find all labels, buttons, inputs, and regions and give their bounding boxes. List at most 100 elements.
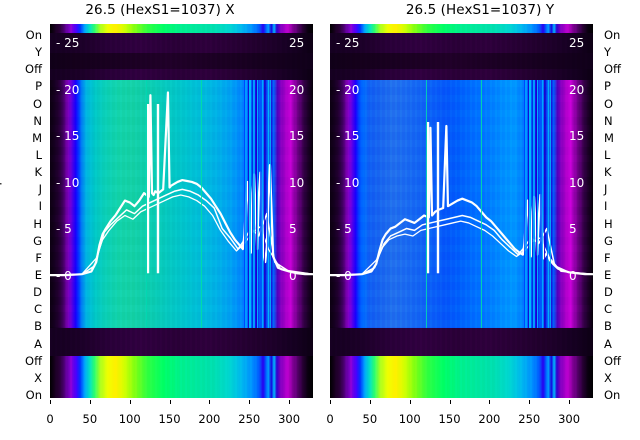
heat-band-bottom-rainbow — [330, 356, 593, 398]
category-label-right-0: On — [604, 28, 621, 42]
category-label-right-13: F — [604, 250, 611, 265]
category-label-left-2: Off — [25, 62, 42, 77]
heat-stripe-3 — [529, 80, 532, 328]
heat-band-dark-d — [50, 328, 313, 356]
category-label-right-11: H — [604, 216, 613, 231]
inner-tick--20: - 20 — [336, 82, 360, 97]
inner-tick--5: - 5 — [336, 222, 352, 237]
heatmap-y: - 25 - 20 - 15 - 10 - 5 - 0 25 20 15 10 5 0 — [330, 24, 593, 398]
heat-stripe-13 — [201, 80, 203, 328]
x-axis-y-ticklabel-100: 100 — [398, 412, 421, 426]
category-label-left-11: H — [33, 216, 42, 231]
heat-band-dark-b — [50, 53, 313, 69]
x-axis-y-tickmark-50 — [369, 400, 371, 404]
heat-stripe-12 — [549, 80, 551, 328]
heat-stripe-3 — [249, 80, 252, 328]
category-label-right-18: A — [604, 336, 612, 351]
panel-y-title: 26.5 (HexS1=1037) Y — [405, 2, 555, 18]
trace-trace-tertiary — [50, 194, 313, 276]
inner-tick-right--25: 25 — [289, 36, 305, 50]
x-axis-x-tickmark-200 — [209, 400, 211, 404]
x-axis-x-ticklabel-50: 50 — [82, 412, 98, 426]
x-axis-x-ticklabel-100: 100 — [118, 412, 141, 426]
category-label-left-12: G — [33, 233, 42, 248]
heat-stripe-10 — [544, 80, 546, 328]
heat-stripe-9 — [541, 80, 543, 328]
panel-y: 26.5 (HexS1=1037) Y - 25 - 20 - 15 - 10 - 5 -… — [320, 0, 640, 440]
overlay-traces-x — [50, 91, 313, 277]
inner-tick--10: - 10 — [56, 175, 80, 190]
heat-stripe-11 — [546, 80, 548, 328]
inner-tick-right--15: 15 — [569, 129, 585, 144]
heat-stripe-1 — [245, 80, 248, 328]
inner-tick-right--5: 5 — [289, 222, 297, 237]
heat-band-dark-a — [50, 33, 313, 53]
x-axis-y-ticklabel-300: 300 — [558, 412, 581, 426]
inner-tick-right--20: 20 — [289, 82, 305, 97]
category-label-right-17: B — [604, 319, 612, 334]
category-label-right-10: I — [604, 199, 608, 214]
heat-stripe-0 — [243, 80, 245, 328]
heat-stripe-7 — [537, 80, 539, 328]
heat-stripe-2 — [247, 80, 249, 328]
x-axis-y-ticklabel-250: 250 — [518, 412, 541, 426]
category-axis-label: Input — [0, 166, 2, 196]
x-axis-x-ticklabel-150: 150 — [158, 412, 181, 426]
inner-tick-right-0: 0 — [569, 269, 577, 283]
category-label-right-7: L — [604, 148, 611, 162]
category-label-left-15: D — [33, 285, 42, 300]
inner-tick-right--20: 20 — [569, 82, 585, 97]
heat-band-dark-c — [330, 69, 593, 80]
x-axis-y-ticklabel-200: 200 — [478, 412, 501, 426]
inner-tick-right-0: 0 — [289, 269, 297, 283]
inner-tick--10: - 10 — [336, 175, 360, 190]
trace-spike-0 — [146, 104, 150, 274]
heat-stripe-6 — [255, 80, 257, 328]
x-axis-x-tickmark-250 — [249, 400, 251, 404]
inner-tick-0: - 0 — [56, 269, 72, 283]
category-label-left-14: E — [34, 268, 42, 282]
heat-band-dark-d — [330, 328, 593, 356]
heat-band-dark-b — [330, 53, 593, 69]
x-axis-x-ticklabel-0: 0 — [46, 412, 54, 426]
inner-tick-right--10: 10 — [289, 175, 305, 190]
inner-tick-right--25: 25 — [569, 36, 585, 50]
heat-stripe-5 — [533, 80, 536, 328]
heat-stripe-4 — [531, 80, 533, 328]
x-axis-x: 0 50 100 150 200 250 300 — [46, 400, 313, 430]
inner-tick-0: - 0 — [336, 269, 352, 283]
heat-stripe-14 — [425, 80, 427, 328]
category-label-left-3: P — [35, 79, 42, 94]
category-label-left-9: J — [38, 182, 42, 197]
category-label-left-13: F — [35, 250, 42, 265]
heat-stripe-14 — [145, 80, 147, 328]
inner-tick--25: - 25 — [336, 36, 360, 50]
category-label-right-3: P — [604, 79, 611, 94]
x-axis-x-tickmark-150 — [169, 400, 171, 404]
heat-stripe-10 — [264, 80, 266, 328]
inner-tick--15: - 15 — [336, 129, 360, 144]
inner-tick--25: - 25 — [56, 36, 80, 50]
heat-stripe-9 — [261, 80, 263, 328]
heat-stripe-7 — [257, 80, 259, 328]
category-label-right-15: D — [604, 285, 613, 300]
x-axis-x-tickmark-100 — [129, 400, 131, 404]
category-label-right-14: E — [604, 268, 612, 282]
category-label-right-16: C — [604, 302, 613, 317]
category-label-left-17: B — [34, 319, 42, 334]
category-label-left-5: N — [33, 113, 42, 128]
heat-stripe-5 — [253, 80, 256, 328]
x-axis-y-tickmark-150 — [449, 400, 451, 404]
trace-spike-0 — [426, 122, 430, 274]
overlay-traces-y — [330, 122, 593, 277]
x-axis-y-ticklabel-150: 150 — [438, 412, 461, 426]
panel-x: 26.5 (HexS1=1037) X — [85, 2, 235, 18]
x-axis-y-tickmark-0 — [330, 400, 331, 404]
x-axis-y-tickmark-100 — [409, 400, 411, 404]
x-axis-y-ticklabel-0: 0 — [326, 412, 334, 426]
trace-trace-tertiary — [330, 220, 593, 276]
heat-stripe-12 — [269, 80, 271, 328]
heat-band-bottom-rainbow — [50, 356, 313, 398]
panel-x-title: 26.5 (HexS1=1037) X — [85, 2, 235, 18]
category-label-left-0: On — [25, 28, 42, 42]
